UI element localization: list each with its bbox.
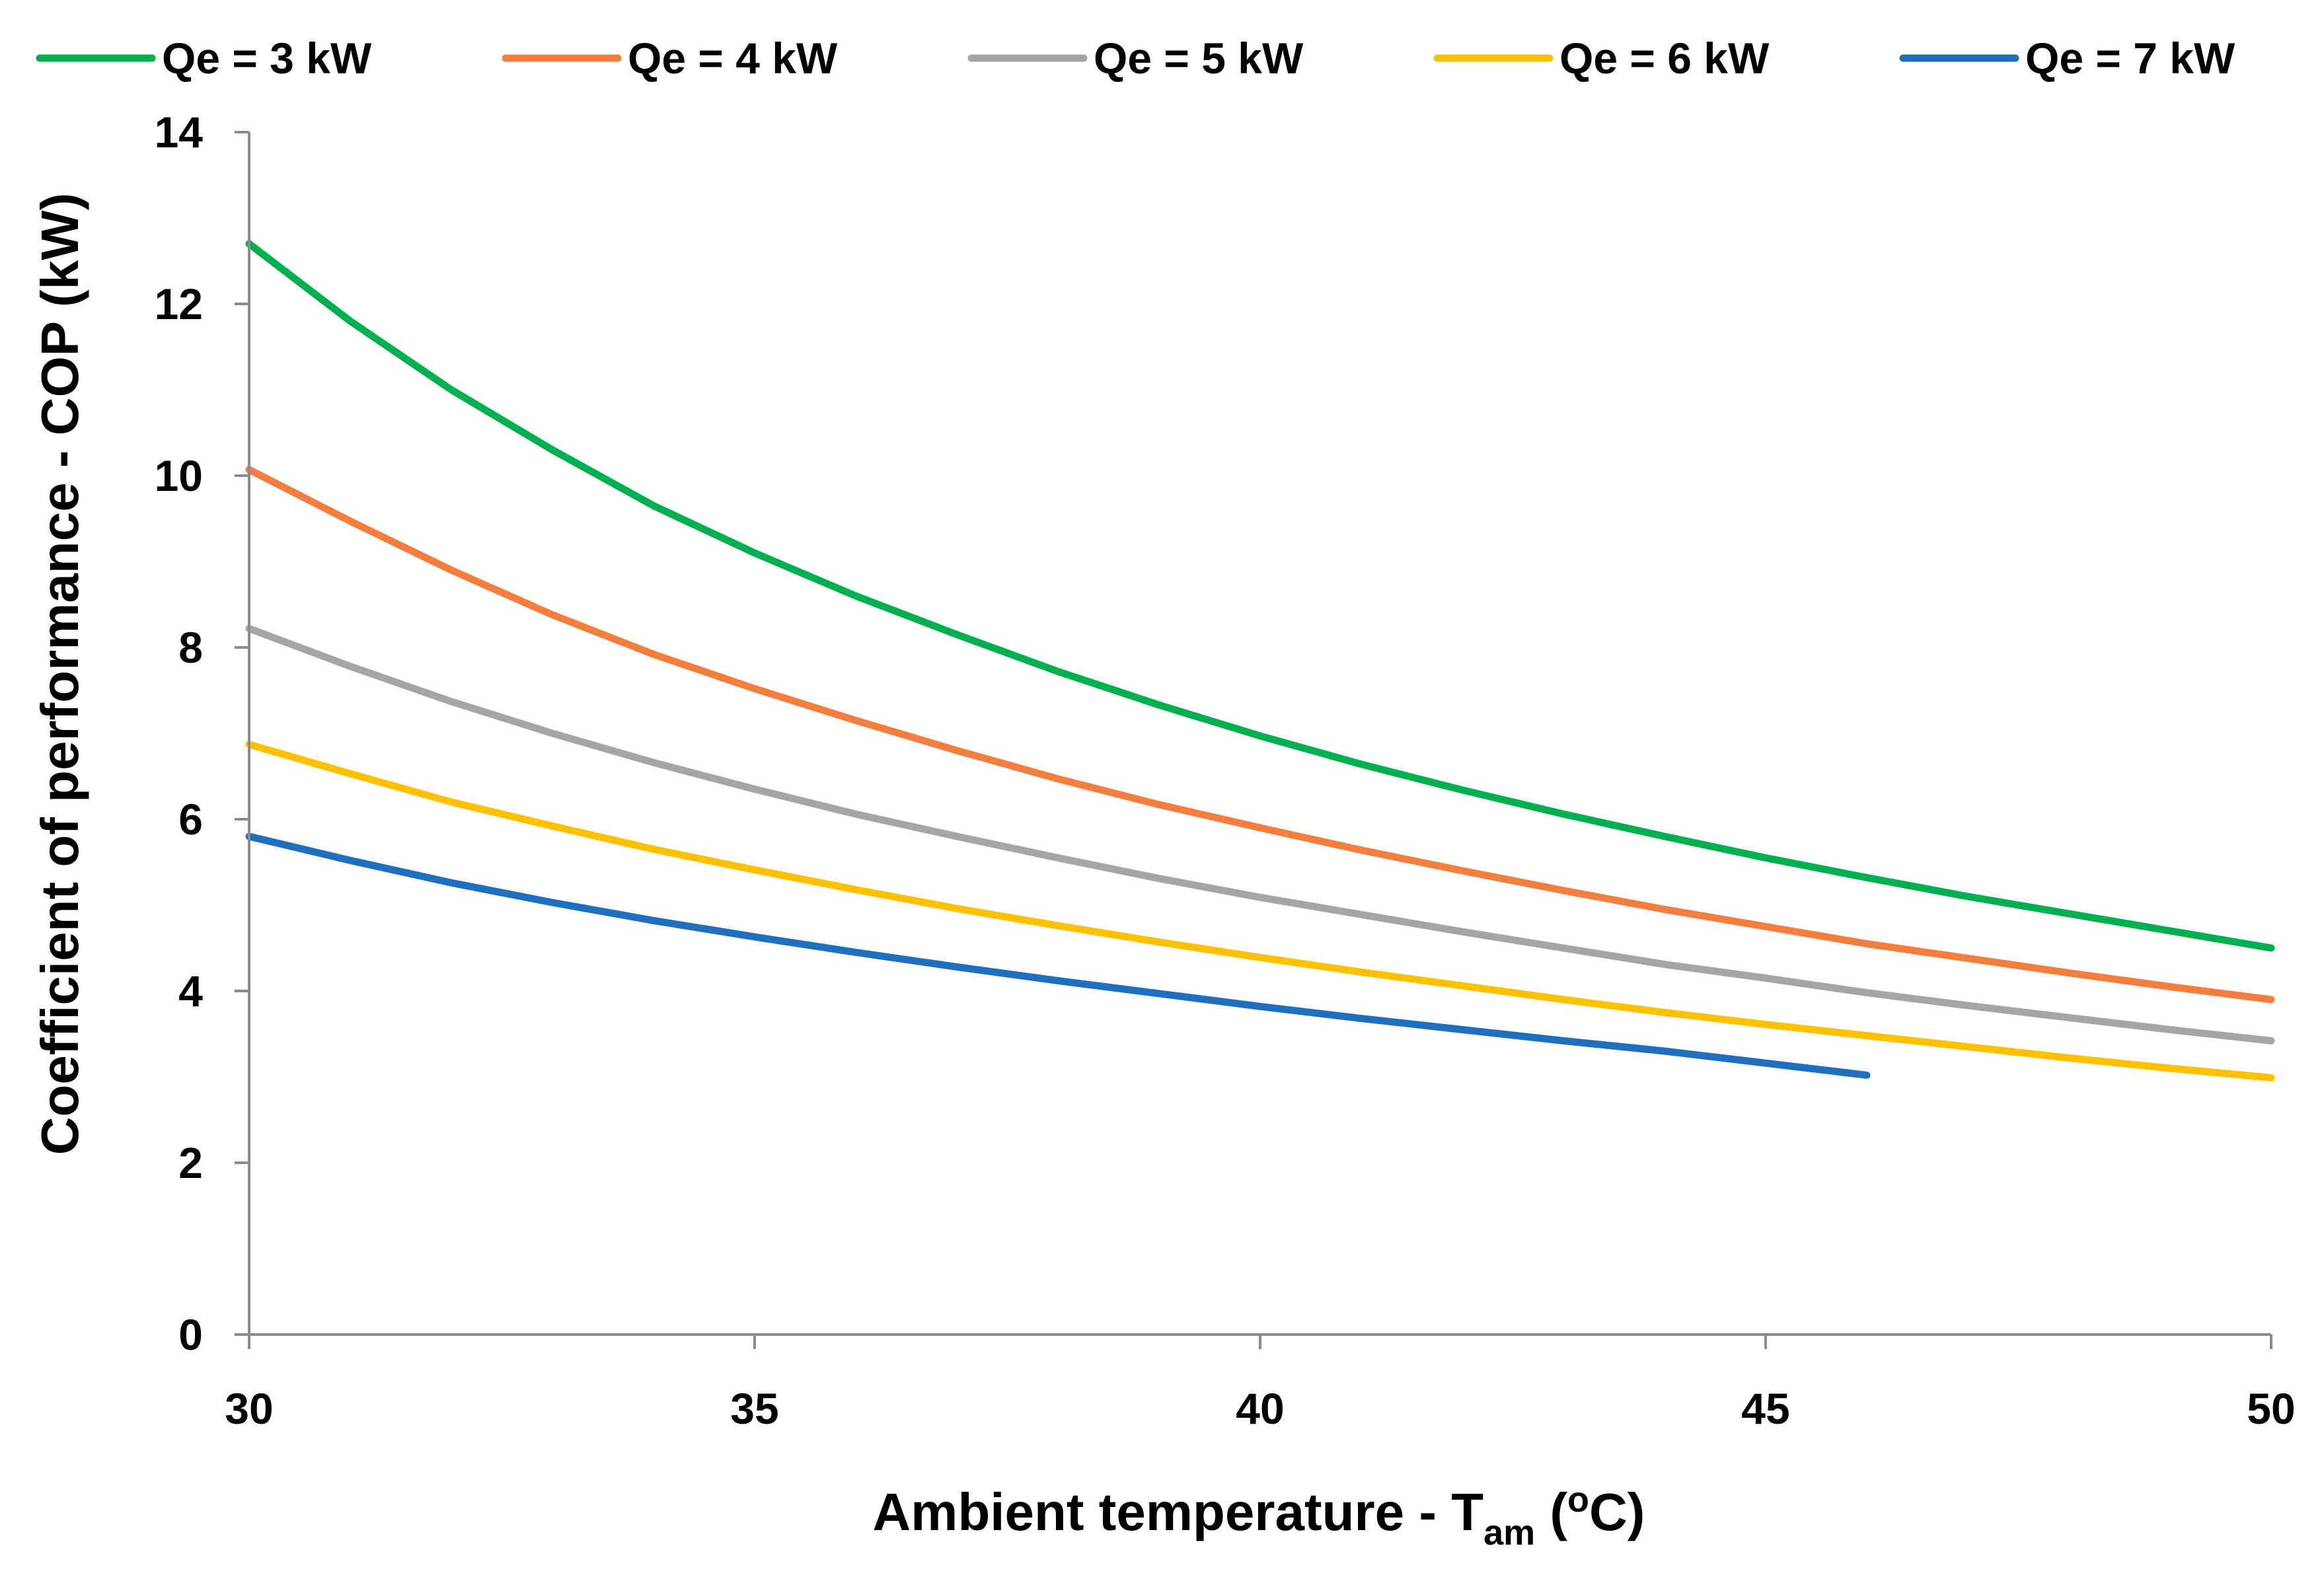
series-line-1 bbox=[245, 240, 2275, 952]
y-tick-label: 10 bbox=[155, 451, 203, 500]
x-tick-label: 40 bbox=[1236, 1384, 1284, 1433]
legend-item-3: Qe = 5 kW bbox=[967, 34, 1304, 83]
plot-area: 0 2 4 6 8 10 12 14 30 35 40 45 50 bbox=[155, 108, 2296, 1433]
legend-item-5: Qe = 7 kW bbox=[1899, 34, 2235, 83]
legend-label: Qe = 3 kW bbox=[162, 34, 372, 83]
x-axis-ticks: 30 35 40 45 50 bbox=[225, 1335, 2296, 1433]
y-tick-label: 12 bbox=[155, 279, 203, 328]
x-tick-label: 50 bbox=[2247, 1384, 2295, 1433]
legend-label: Qe = 7 kW bbox=[2025, 34, 2235, 83]
y-tick-label: 6 bbox=[178, 795, 203, 844]
series-line-5 bbox=[245, 832, 1871, 1079]
y-axis-title: Coefficient of performance - COP (kW) bbox=[30, 193, 89, 1155]
legend: Qe = 3 kW Qe = 4 kW Qe = 5 kW Qe = 6 kW Qe =… bbox=[36, 34, 2235, 83]
legend-item-1: Qe = 3 kW bbox=[36, 34, 372, 83]
x-axis-title-tail: ( bbox=[1535, 1483, 1567, 1541]
x-axis-title-superscript: o bbox=[1567, 1480, 1589, 1520]
x-axis-title-subscript: am bbox=[1483, 1513, 1535, 1553]
series-line-4 bbox=[245, 741, 2275, 1082]
x-axis-title-main: Ambient temperature - T bbox=[873, 1483, 1484, 1541]
x-axis-title-end: C) bbox=[1589, 1483, 1645, 1541]
series-line-3 bbox=[245, 624, 2275, 1045]
legend-label: Qe = 5 kW bbox=[1094, 34, 1304, 83]
y-tick-label: 0 bbox=[178, 1310, 203, 1359]
y-tick-label: 2 bbox=[178, 1138, 203, 1187]
y-tick-label: 14 bbox=[155, 108, 204, 157]
y-tick-label: 8 bbox=[178, 623, 203, 672]
x-tick-label: 30 bbox=[225, 1384, 273, 1433]
y-tick-label: 4 bbox=[178, 967, 203, 1015]
legend-item-4: Qe = 6 kW bbox=[1433, 34, 1770, 83]
x-axis-title: Ambient temperature - Tam (oC) bbox=[873, 1480, 1645, 1553]
legend-label: Qe = 4 kW bbox=[628, 34, 838, 83]
x-tick-label: 45 bbox=[1741, 1384, 1789, 1433]
series-lines bbox=[245, 240, 2275, 1082]
x-tick-label: 35 bbox=[730, 1384, 778, 1433]
legend-label: Qe = 6 kW bbox=[1559, 34, 1770, 83]
legend-item-2: Qe = 4 kW bbox=[502, 34, 838, 83]
y-axis-ticks: 0 2 4 6 8 10 12 14 bbox=[155, 108, 249, 1359]
series-line-2 bbox=[245, 466, 2275, 1004]
